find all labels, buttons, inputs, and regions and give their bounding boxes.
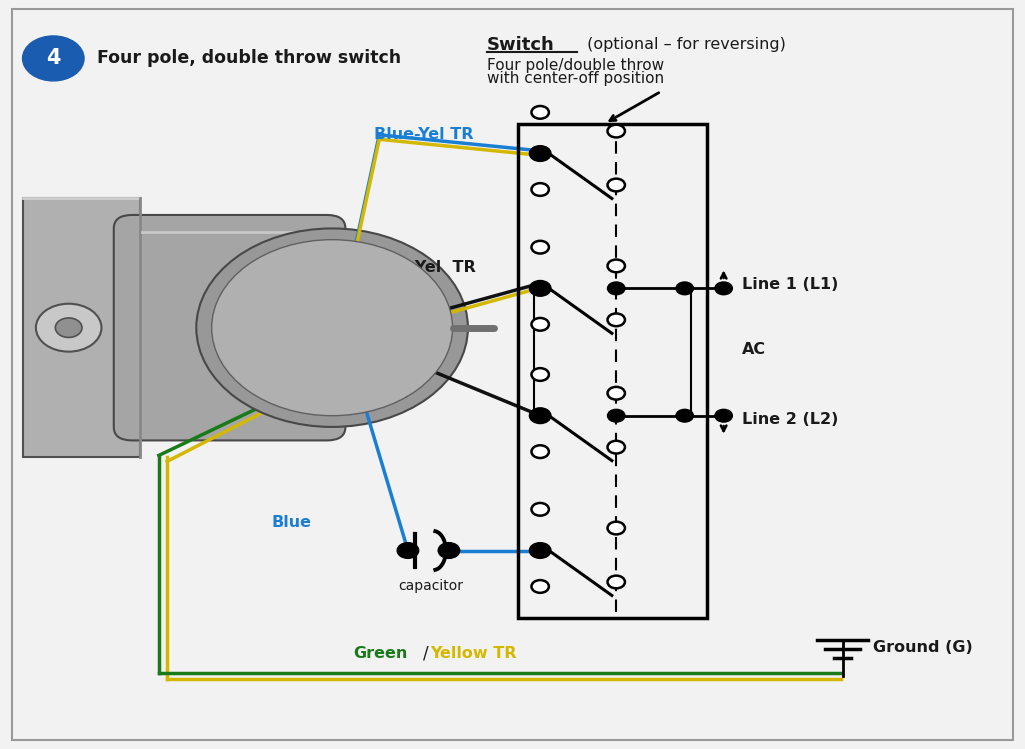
Circle shape [398, 542, 419, 559]
Circle shape [532, 503, 549, 516]
Text: Blue-Yel TR: Blue-Yel TR [374, 127, 474, 142]
Circle shape [532, 445, 549, 458]
Circle shape [608, 313, 625, 327]
Circle shape [530, 542, 551, 559]
Bar [518, 124, 707, 618]
Text: Four pole, double throw switch: Four pole, double throw switch [97, 49, 402, 67]
Circle shape [608, 387, 625, 400]
Circle shape [608, 409, 625, 422]
Circle shape [715, 282, 732, 294]
Circle shape [676, 282, 693, 294]
Text: AC: AC [742, 342, 767, 357]
Text: Green: Green [354, 646, 408, 661]
Circle shape [608, 259, 625, 272]
Text: 4: 4 [46, 49, 60, 68]
Circle shape [608, 179, 625, 192]
Circle shape [212, 240, 453, 416]
Text: Yellow TR: Yellow TR [430, 646, 517, 661]
Circle shape [55, 318, 82, 337]
Text: Line 1 (L1): Line 1 (L1) [742, 277, 838, 292]
Circle shape [532, 409, 549, 422]
Circle shape [715, 409, 732, 422]
Text: Blue: Blue [272, 515, 312, 530]
Circle shape [530, 407, 551, 424]
Circle shape [608, 440, 625, 453]
Circle shape [530, 145, 551, 162]
Circle shape [532, 318, 549, 331]
Text: Black-Yel  TR: Black-Yel TR [362, 260, 476, 275]
Text: Switch: Switch [487, 36, 555, 54]
Text: (optional – for reversing): (optional – for reversing) [582, 37, 786, 52]
Circle shape [530, 281, 551, 297]
Circle shape [439, 542, 459, 559]
Circle shape [36, 304, 101, 352]
Circle shape [532, 544, 549, 557]
Circle shape [608, 521, 625, 535]
Circle shape [532, 184, 549, 195]
Text: with center-off position: with center-off position [487, 71, 664, 86]
Circle shape [608, 282, 625, 294]
Circle shape [532, 106, 549, 118]
Text: Four pole/double throw: Four pole/double throw [487, 58, 664, 73]
Circle shape [532, 241, 549, 253]
Text: Line 2 (L2): Line 2 (L2) [742, 412, 838, 427]
Circle shape [23, 36, 84, 81]
Bar [23, 198, 140, 457]
Circle shape [608, 575, 625, 589]
Circle shape [532, 147, 549, 160]
Circle shape [532, 580, 549, 593]
Circle shape [608, 124, 625, 137]
Circle shape [676, 409, 693, 422]
FancyBboxPatch shape [114, 215, 345, 440]
Circle shape [532, 368, 549, 380]
Text: Ground (G): Ground (G) [873, 640, 973, 655]
Circle shape [532, 282, 549, 294]
Text: /: / [423, 644, 428, 662]
Text: Black: Black [359, 386, 407, 401]
Text: capacitor: capacitor [398, 580, 463, 593]
Circle shape [197, 228, 467, 427]
